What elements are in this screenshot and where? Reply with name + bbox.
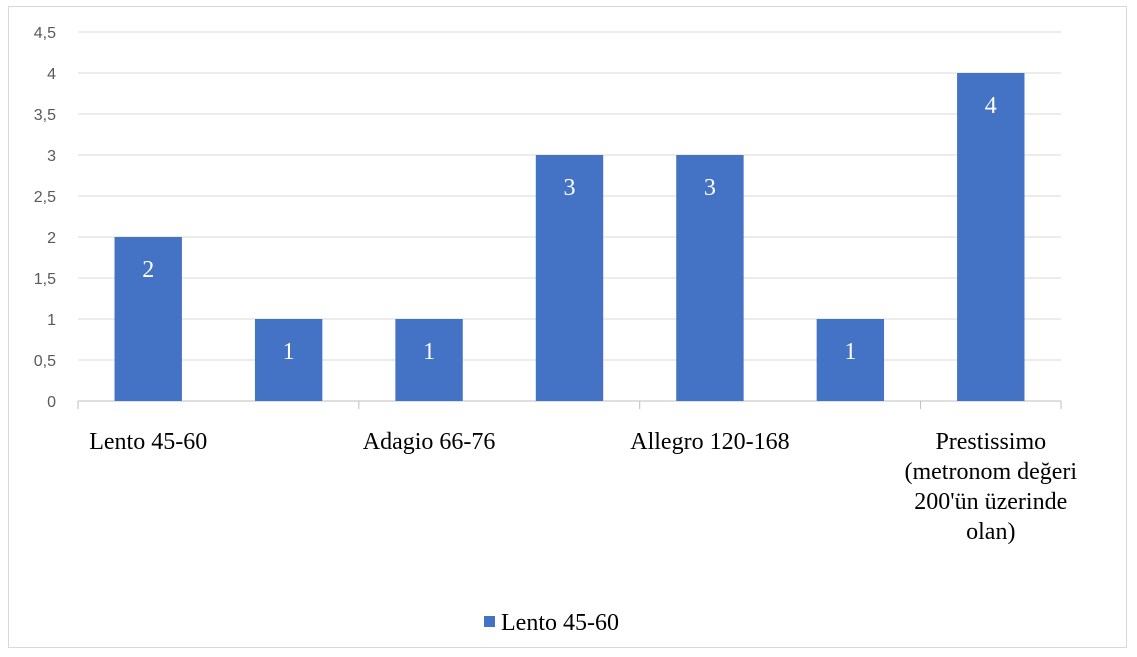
y-tick-label: 3 bbox=[47, 148, 56, 165]
x-tick-label: 200'ün üzerinde bbox=[914, 489, 1067, 515]
bar bbox=[395, 319, 463, 401]
bar bbox=[114, 237, 182, 401]
legend: Lento 45-60 bbox=[484, 610, 619, 636]
y-tick-label: 1,5 bbox=[34, 271, 56, 288]
x-tick-label: Adagio 66-76 bbox=[363, 429, 496, 455]
x-tick-label: (metronom değeri bbox=[904, 459, 1077, 485]
y-tick-label: 0,5 bbox=[34, 353, 56, 370]
y-tick-label: 4 bbox=[47, 66, 56, 83]
x-tick-label: Prestissimo bbox=[935, 429, 1046, 455]
y-axis: 0 0,5 1 1,5 2 2,5 3 3,5 4 4,5 bbox=[34, 25, 56, 411]
y-tick-label: 0 bbox=[47, 394, 56, 411]
bar bbox=[816, 319, 885, 401]
y-tick-label: 4,5 bbox=[34, 25, 56, 42]
x-tick-label: Lento 45-60 bbox=[89, 429, 207, 455]
data-label: 3 bbox=[564, 175, 576, 201]
x-tick-label: olan) bbox=[966, 519, 1015, 545]
bars bbox=[114, 73, 1025, 401]
data-label: 4 bbox=[985, 93, 997, 119]
data-label: 1 bbox=[844, 339, 856, 365]
y-tick-label: 2 bbox=[47, 230, 56, 247]
data-label: 3 bbox=[704, 175, 716, 201]
x-axis: Lento 45-60 Adagio 66-76 Allegro 120-168 Pr… bbox=[77, 400, 1077, 545]
bar bbox=[676, 155, 744, 401]
data-label: 1 bbox=[423, 339, 435, 365]
y-tick-label: 3,5 bbox=[34, 107, 56, 124]
y-tick-label: 1 bbox=[47, 312, 56, 329]
bar bbox=[254, 319, 323, 401]
y-tick-label: 2,5 bbox=[34, 189, 56, 206]
legend-swatch bbox=[484, 616, 495, 627]
x-tick-label: Allegro 120-168 bbox=[630, 429, 789, 455]
data-label: 1 bbox=[283, 339, 295, 365]
data-label: 2 bbox=[142, 257, 154, 283]
bar bbox=[957, 73, 1025, 401]
legend-label: Lento 45-60 bbox=[501, 610, 619, 636]
data-labels: 2 1 1 3 3 1 4 bbox=[142, 93, 997, 365]
bar bbox=[535, 155, 604, 401]
